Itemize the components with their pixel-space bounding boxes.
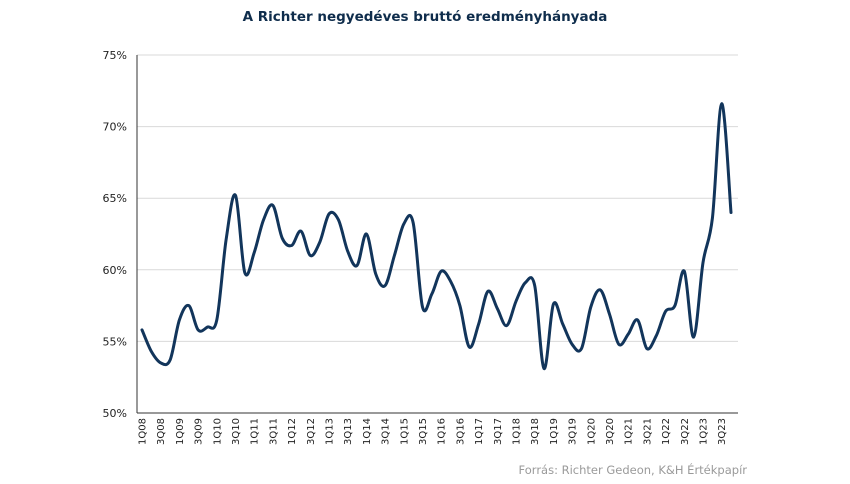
y-tick-label: 70% — [103, 121, 127, 134]
y-tick-label: 50% — [103, 407, 127, 420]
x-tick-label: 3Q18 — [530, 418, 541, 445]
x-tick-label: 1Q20 — [586, 418, 597, 445]
x-tick-label: 1Q16 — [437, 418, 448, 445]
x-tick-label: 3Q20 — [605, 418, 616, 445]
x-tick-label: 1Q12 — [287, 418, 298, 445]
x-tick-label: 3Q11 — [268, 418, 279, 445]
series-line — [140, 102, 733, 371]
x-tick-label: 3Q08 — [156, 418, 167, 445]
x-tick-label: 1Q19 — [549, 418, 560, 445]
x-tick-label: 3Q14 — [381, 418, 392, 445]
x-tick-label: 3Q09 — [194, 418, 205, 445]
x-tick-label: 3Q13 — [343, 418, 354, 445]
x-tick-label: 3Q23 — [717, 418, 728, 445]
x-tick-label: 1Q15 — [399, 418, 410, 445]
x-tick-label: 3Q10 — [231, 418, 242, 445]
y-tick-label: 60% — [103, 264, 127, 277]
x-tick-label: 3Q19 — [568, 418, 579, 445]
x-tick-label: 1Q09 — [175, 418, 186, 445]
x-tick-label: 1Q18 — [512, 418, 523, 445]
x-tick-label: 1Q08 — [138, 418, 149, 445]
x-tick-label: 1Q22 — [661, 418, 672, 445]
y-tick-label: 75% — [103, 49, 127, 62]
y-tick-label: 55% — [103, 335, 127, 348]
x-tick-label: 1Q14 — [362, 418, 373, 445]
x-tick-label: 3Q16 — [455, 418, 466, 445]
x-tick-label: 3Q22 — [680, 418, 691, 445]
source-note: Forrás: Richter Gedeon, K&H Értékpapír — [518, 463, 747, 477]
x-tick-label: 1Q13 — [325, 418, 336, 445]
x-tick-label: 3Q15 — [418, 418, 429, 445]
x-tick-label: 1Q23 — [699, 418, 710, 445]
x-tick-label: 1Q21 — [624, 418, 635, 445]
x-tick-label: 3Q12 — [306, 418, 317, 445]
x-tick-label: 1Q10 — [212, 418, 223, 445]
y-axis-ticks: 50% 55% 60% 65% 70% 75% — [103, 49, 127, 420]
x-tick-label: 3Q21 — [642, 418, 653, 445]
y-tick-label: 65% — [103, 192, 127, 205]
x-axis-ticks: 1Q08 3Q08 1Q09 3Q09 1Q10 3Q10 1Q11 3Q11 1Q12 3Q12… — [138, 418, 729, 445]
gridlines — [137, 54, 738, 342]
chart-title: A Richter negyedéves bruttó eredményhány… — [242, 9, 608, 25]
x-tick-label: 1Q17 — [474, 418, 485, 445]
x-tick-label: 1Q11 — [250, 418, 261, 445]
x-tick-label: 3Q17 — [493, 418, 504, 445]
